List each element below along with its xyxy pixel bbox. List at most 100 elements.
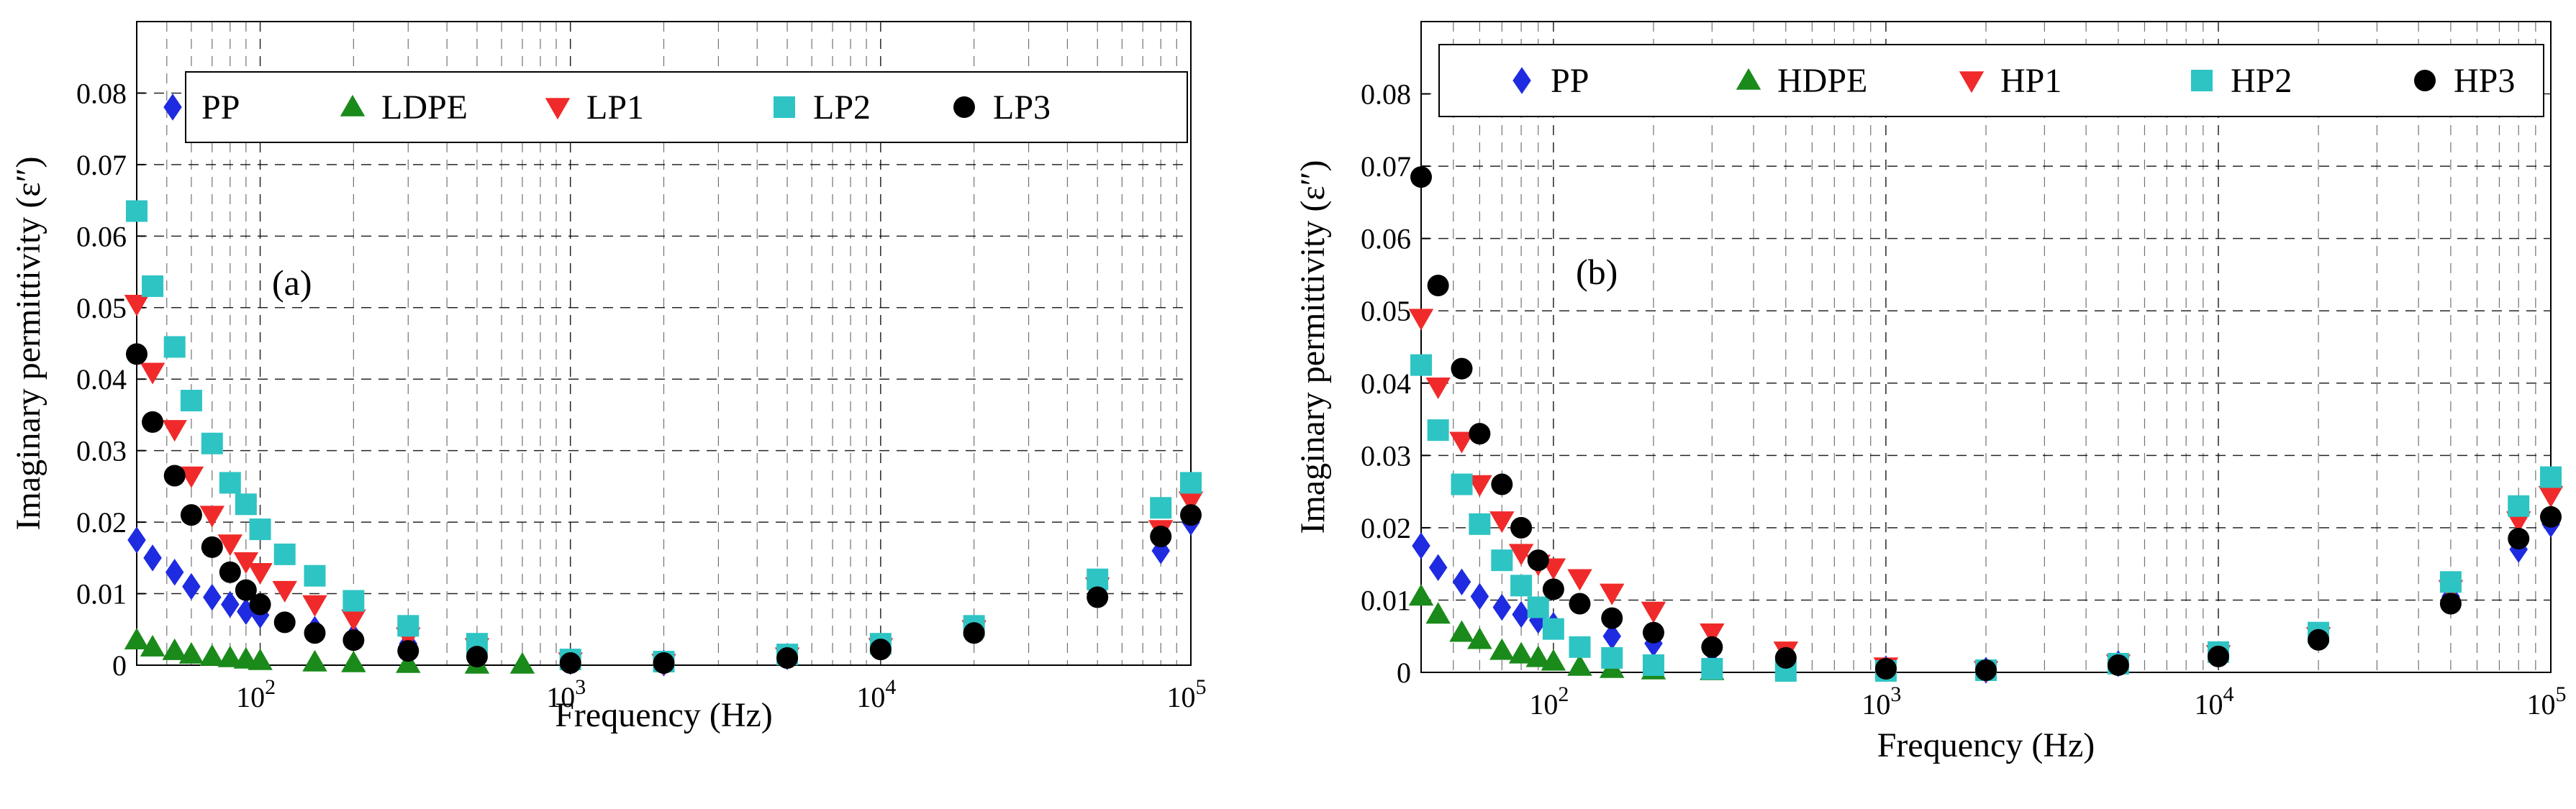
data-point-hp3 [1527, 549, 1549, 572]
data-point-pp [221, 590, 240, 618]
legend-box [1438, 44, 2544, 117]
y-tick-label: 0.06 [76, 220, 127, 252]
data-point-ldpe [248, 648, 273, 670]
data-point-pp [1512, 600, 1530, 629]
data-point-hp2 [2439, 571, 2462, 593]
data-point-lp2 [126, 200, 148, 222]
legend-label-pp: PP [201, 88, 240, 127]
data-point-ldpe [124, 627, 150, 649]
data-point-hdpe [1467, 627, 1492, 649]
data-point-lp2 [180, 390, 202, 412]
data-point-hp3 [1569, 593, 1591, 615]
y-tick-label: 0 [112, 649, 127, 682]
data-point-hp3 [1427, 275, 1449, 297]
legend-marker-lp1 [545, 98, 571, 120]
data-point-hp1 [1449, 431, 1474, 454]
data-point-pp [143, 544, 162, 572]
data-point-lp2 [397, 615, 419, 637]
data-point-hp2 [2508, 495, 2530, 517]
y-tick-label: 0.08 [76, 77, 127, 109]
legend-marker-hp1 [1959, 71, 1985, 93]
data-point-hdpe [1541, 649, 1566, 671]
data-point-lp1 [233, 552, 259, 575]
data-point-hp3 [1701, 636, 1723, 658]
data-point-lp1 [162, 420, 187, 442]
data-point-hp3 [1874, 657, 1897, 680]
series-ldpe [124, 627, 535, 674]
data-point-lp1 [199, 506, 225, 528]
data-point-hp2 [2540, 466, 2562, 488]
data-point-lp2 [1150, 497, 1172, 519]
data-point-hdpe [1425, 602, 1451, 624]
data-point-lp2 [235, 493, 257, 516]
data-point-pp [1428, 554, 1448, 581]
data-point-hp3 [1542, 578, 1564, 600]
y-axis-title: Imaginary permittivity (ε″) [1294, 160, 1332, 534]
grid [1421, 22, 2551, 672]
legend-label-hp1: HP1 [2000, 62, 2062, 100]
legend-label-lp2: LP2 [813, 88, 871, 127]
data-point-pp [1492, 593, 1512, 621]
data-point-ldpe [341, 650, 366, 672]
data-point-hp1 [1467, 475, 1492, 497]
data-point-pp [182, 572, 201, 600]
data-point-hp3 [1975, 659, 1997, 681]
data-point-hp3 [1642, 621, 1664, 644]
data-point-lp1 [272, 580, 297, 603]
data-point-lp1 [302, 595, 327, 617]
data-point-lp1 [217, 534, 243, 557]
data-point-hp2 [1510, 575, 1533, 597]
data-point-lp1 [124, 295, 150, 317]
x-tick-label: 104 [856, 675, 896, 713]
data-point-hp1 [1641, 601, 1666, 623]
data-point-hp3 [1410, 166, 1432, 188]
data-point-lp2 [219, 472, 241, 494]
legend-marker-pp [163, 93, 182, 121]
data-point-lp3 [653, 652, 675, 675]
data-point-hp3 [2107, 654, 2129, 676]
data-point-hp2 [1469, 513, 1491, 535]
data-point-hp2 [1601, 646, 1623, 669]
data-point-lp1 [140, 362, 165, 385]
data-point-lp3 [201, 536, 223, 558]
data-point-hdpe [1508, 641, 1534, 664]
data-point-lp2 [273, 543, 296, 565]
chart-panel-a: 0 0.01 0.02 0.03 0.04 0.05 0.06 0.07 0.08 102 103 1… [9, 21, 1207, 734]
legend-marker-lp3 [953, 96, 975, 118]
legend-label-lp1: LP1 [586, 88, 644, 127]
data-point-ldpe [396, 651, 421, 673]
y-tick-label: 0.03 [1361, 439, 1411, 472]
data-point-hp2 [1427, 419, 1449, 442]
data-point-lp2 [142, 275, 164, 297]
chart-panel-b: 0 0.01 0.02 0.03 0.04 0.05 0.06 0.07 0.08 102 103 1… [1294, 21, 2567, 764]
panel-label: (b) [1576, 252, 1618, 292]
data-point-lp3 [1150, 526, 1172, 547]
data-point-lp3 [273, 611, 296, 634]
data-point-hp3 [1451, 357, 1473, 380]
y-tick-label: 0.06 [1361, 223, 1411, 255]
data-point-lp3 [249, 593, 271, 616]
series-lp2 [126, 200, 1202, 673]
data-point-hdpe [1449, 620, 1474, 642]
data-point-lp3 [219, 561, 241, 583]
data-point-lp3 [126, 343, 148, 365]
data-point-hp3 [1601, 607, 1623, 629]
data-point-pp [1412, 532, 1430, 559]
data-point-lp3 [1087, 586, 1109, 608]
data-point-lp3 [142, 411, 164, 433]
x-tick-label: 102 [1529, 682, 1569, 721]
series-lp3 [126, 343, 1202, 675]
y-tick-label: 0.05 [1361, 295, 1411, 327]
x-axis-title: Frequency (Hz) [555, 696, 773, 734]
data-point-hp1 [1425, 378, 1451, 400]
data-point-lp3 [397, 640, 419, 662]
data-point-hp2 [1701, 657, 1723, 680]
panel-label: (a) [272, 262, 312, 303]
x-tick-label: 103 [1861, 682, 1901, 721]
data-point-lp3 [963, 622, 985, 644]
data-point-hp3 [2540, 506, 2562, 528]
y-tick-label: 0.01 [1361, 584, 1411, 616]
y-tick-label: 0.01 [76, 578, 127, 611]
data-point-lp3 [235, 579, 257, 601]
